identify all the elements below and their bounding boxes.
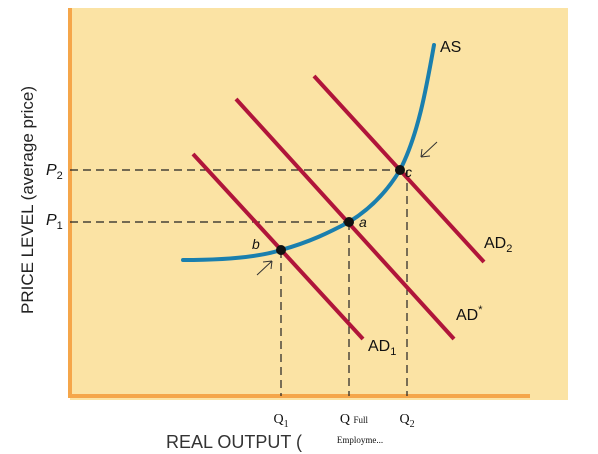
qfull-note: Employme... <box>336 435 384 445</box>
ad1-sub: 1 <box>390 346 396 358</box>
p1-tick-label: P1 <box>46 212 63 232</box>
arrow-b-icon <box>256 260 273 276</box>
ad1-label: AD1 <box>368 338 396 358</box>
x-axis-label-cover <box>307 428 417 454</box>
x-axis-label: REAL OUTPUT ( <box>166 432 303 452</box>
guide-lines <box>70 169 408 396</box>
point-a-label: a <box>359 214 367 230</box>
point-c <box>395 165 405 175</box>
y-axis-label: PRICE LEVEL (average price) <box>18 85 37 315</box>
p2-tick-label: P2 <box>46 162 63 182</box>
point-b-label: b <box>252 236 260 252</box>
adstar-sup: * <box>478 304 483 316</box>
q2-tick-label: Q2 <box>399 412 415 430</box>
shift-arrows <box>256 141 438 276</box>
qfull-tick-label: Q Full <box>339 412 369 427</box>
plot-panel <box>70 8 568 400</box>
point-b <box>276 245 286 255</box>
ad2-label: AD2 <box>484 235 512 255</box>
adstar-label: AD* <box>456 304 483 324</box>
arrow-c-icon <box>420 141 438 158</box>
as-label: AS <box>440 39 461 56</box>
ad2-sub: 2 <box>506 243 512 255</box>
q1-tick-label: Q1 <box>273 412 289 430</box>
equilibrium-points <box>276 165 405 255</box>
point-a <box>344 217 354 227</box>
point-c-label: c <box>405 164 412 180</box>
